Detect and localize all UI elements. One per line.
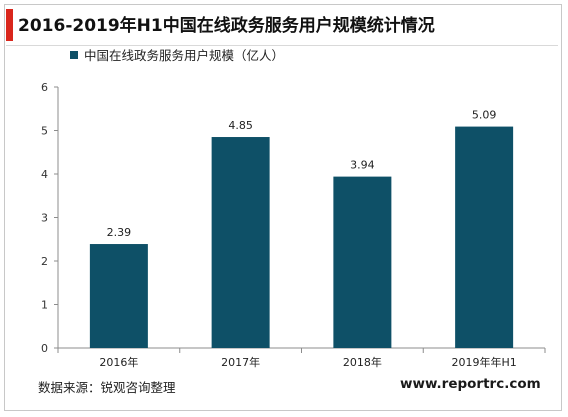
bar-value-label: 2.39 bbox=[107, 226, 132, 239]
y-tick-label: 2 bbox=[41, 255, 48, 268]
x-tick-label: 2018年 bbox=[343, 355, 382, 369]
title-accent-bar bbox=[6, 9, 13, 41]
legend-swatch bbox=[70, 51, 78, 59]
y-tick-label: 0 bbox=[41, 342, 48, 355]
data-source-note: 数据来源：锐观咨询整理 bbox=[38, 380, 176, 395]
bar bbox=[89, 244, 148, 348]
y-tick-label: 4 bbox=[41, 168, 48, 181]
legend-label: 中国在线政务服务用户规模（亿人） bbox=[84, 48, 284, 63]
y-tick-label: 1 bbox=[41, 299, 48, 312]
y-tick-label: 5 bbox=[41, 125, 48, 138]
x-tick-label: 2016年 bbox=[99, 355, 138, 369]
bar-value-label: 4.85 bbox=[228, 119, 253, 132]
page-title: 2016-2019年H1中国在线政务服务用户规模统计情况 bbox=[18, 16, 435, 36]
x-tick-label: 2019年年H1 bbox=[451, 355, 516, 369]
y-tick-label: 6 bbox=[41, 81, 48, 94]
site-watermark: www.reportrc.com bbox=[400, 376, 541, 392]
bar-value-label: 5.09 bbox=[472, 109, 497, 122]
y-tick-label: 3 bbox=[41, 212, 48, 225]
bar-value-label: 3.94 bbox=[350, 159, 375, 172]
bar bbox=[211, 137, 270, 348]
title-divider bbox=[6, 45, 558, 46]
x-tick-label: 2017年 bbox=[221, 355, 260, 369]
bar bbox=[455, 126, 514, 349]
bar bbox=[333, 176, 392, 348]
